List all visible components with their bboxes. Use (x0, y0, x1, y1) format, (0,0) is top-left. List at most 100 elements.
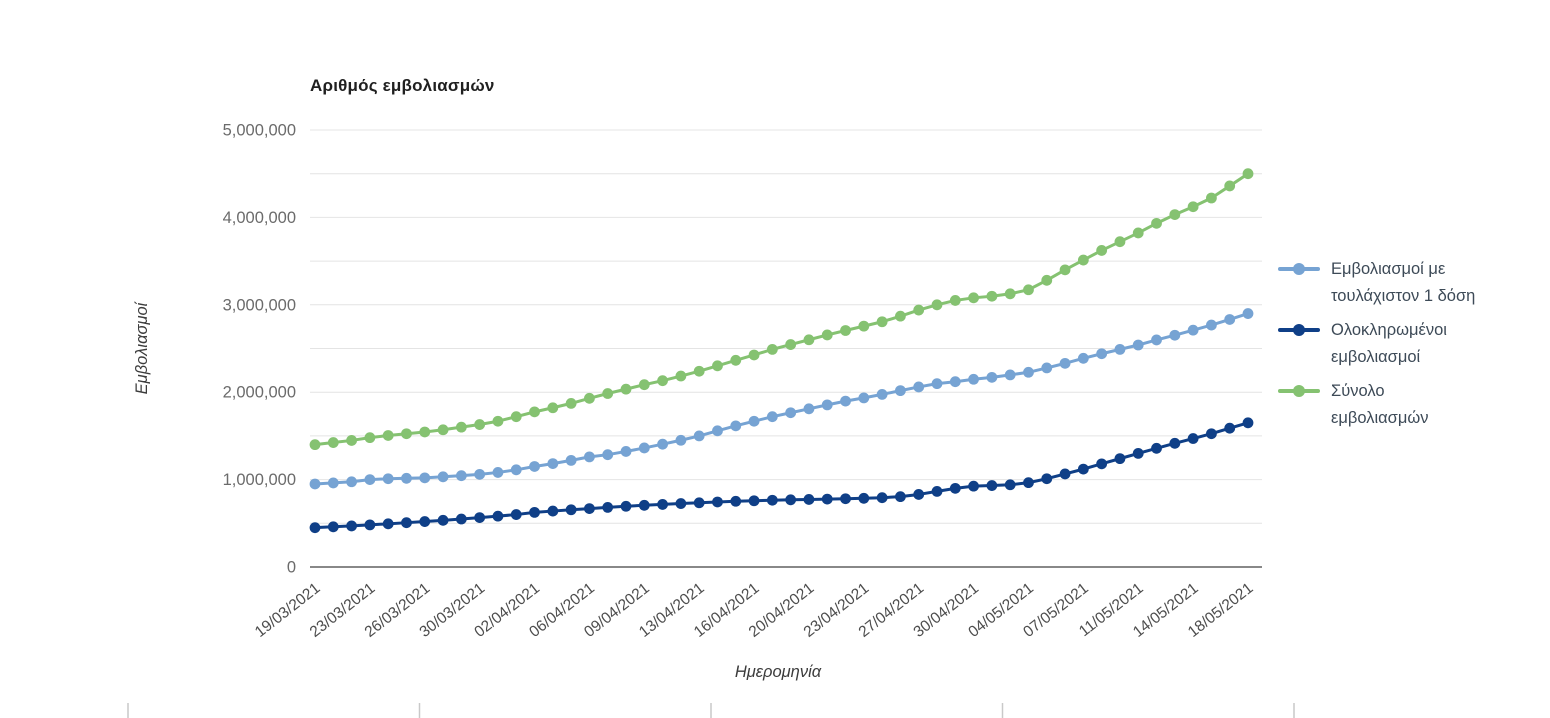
data-point[interactable] (1242, 308, 1254, 319)
data-point[interactable] (309, 439, 321, 451)
data-point[interactable] (1169, 437, 1181, 449)
data-point[interactable] (986, 480, 998, 491)
data-point[interactable] (840, 493, 851, 505)
data-point[interactable] (876, 492, 888, 504)
data-point[interactable] (1077, 254, 1089, 266)
data-point[interactable] (657, 375, 668, 387)
data-point[interactable] (858, 320, 870, 332)
data-point[interactable] (1096, 245, 1108, 256)
data-point[interactable] (931, 378, 943, 390)
data-point[interactable] (895, 385, 906, 397)
data-point[interactable] (1004, 369, 1016, 381)
data-point[interactable] (638, 442, 650, 454)
data-point[interactable] (730, 495, 742, 507)
data-point[interactable] (858, 492, 870, 504)
data-point[interactable] (913, 489, 925, 500)
data-point[interactable] (565, 504, 577, 516)
data-point[interactable] (1242, 168, 1254, 180)
data-point[interactable] (584, 451, 595, 463)
data-point[interactable] (766, 494, 778, 506)
data-point[interactable] (657, 499, 668, 510)
data-point[interactable] (712, 496, 723, 508)
data-point[interactable] (931, 485, 943, 497)
data-point[interactable] (510, 464, 522, 476)
data-point[interactable] (1169, 329, 1181, 341)
data-point[interactable] (602, 449, 614, 461)
data-point[interactable] (1059, 357, 1071, 369)
data-point[interactable] (455, 513, 467, 525)
data-point[interactable] (492, 415, 504, 427)
data-point[interactable] (1187, 201, 1199, 213)
data-point[interactable] (785, 407, 797, 419)
data-point[interactable] (565, 397, 577, 409)
data-point[interactable] (821, 493, 833, 505)
data-point[interactable] (620, 383, 632, 395)
data-point[interactable] (309, 478, 321, 490)
data-point[interactable] (382, 430, 394, 441)
data-point[interactable] (657, 438, 668, 450)
data-point[interactable] (327, 521, 339, 533)
data-point[interactable] (401, 428, 412, 440)
data-point[interactable] (986, 371, 998, 383)
data-point[interactable] (895, 310, 906, 322)
data-point[interactable] (474, 512, 486, 524)
data-point[interactable] (1151, 217, 1162, 229)
data-point[interactable] (913, 304, 925, 316)
data-point[interactable] (547, 402, 559, 414)
data-point[interactable] (602, 501, 614, 513)
data-point[interactable] (840, 395, 851, 407)
data-point[interactable] (821, 329, 833, 341)
data-point[interactable] (1206, 319, 1217, 331)
data-point[interactable] (675, 434, 687, 446)
data-point[interactable] (382, 473, 394, 485)
data-point[interactable] (1151, 442, 1162, 454)
data-point[interactable] (1151, 334, 1162, 346)
data-point[interactable] (1059, 264, 1071, 276)
data-point[interactable] (510, 509, 522, 520)
data-point[interactable] (1169, 209, 1181, 221)
data-point[interactable] (693, 430, 705, 442)
data-point[interactable] (913, 381, 925, 393)
data-point[interactable] (1187, 433, 1199, 444)
data-point[interactable] (1023, 284, 1034, 296)
data-point[interactable] (510, 411, 522, 423)
data-point[interactable] (803, 494, 815, 505)
data-point[interactable] (949, 482, 961, 494)
data-point[interactable] (748, 495, 760, 507)
data-point[interactable] (455, 470, 467, 482)
data-point[interactable] (364, 519, 376, 531)
data-point[interactable] (327, 437, 339, 448)
data-point[interactable] (1206, 428, 1217, 440)
data-point[interactable] (401, 472, 412, 484)
data-point[interactable] (602, 388, 614, 399)
data-point[interactable] (876, 388, 888, 400)
data-point[interactable] (949, 295, 961, 306)
data-point[interactable] (364, 474, 376, 485)
data-point[interactable] (1004, 288, 1016, 300)
data-point[interactable] (748, 415, 760, 427)
data-point[interactable] (748, 349, 760, 361)
data-point[interactable] (968, 292, 979, 304)
data-point[interactable] (1041, 274, 1053, 286)
data-point[interactable] (858, 392, 870, 404)
data-point[interactable] (693, 365, 705, 377)
data-point[interactable] (1132, 447, 1144, 459)
data-point[interactable] (821, 399, 833, 411)
data-point[interactable] (584, 392, 595, 404)
data-point[interactable] (931, 299, 943, 311)
data-point[interactable] (1224, 180, 1236, 192)
data-point[interactable] (437, 471, 449, 483)
data-point[interactable] (766, 343, 778, 355)
data-point[interactable] (803, 403, 815, 415)
data-point[interactable] (565, 454, 577, 466)
data-point[interactable] (693, 497, 705, 509)
data-point[interactable] (346, 520, 357, 532)
data-point[interactable] (1114, 453, 1126, 465)
data-point[interactable] (803, 334, 815, 346)
data-point[interactable] (785, 339, 797, 350)
data-point[interactable] (1132, 339, 1144, 351)
data-point[interactable] (364, 432, 376, 444)
data-point[interactable] (895, 491, 906, 503)
data-point[interactable] (1041, 362, 1053, 374)
data-point[interactable] (1004, 479, 1016, 491)
